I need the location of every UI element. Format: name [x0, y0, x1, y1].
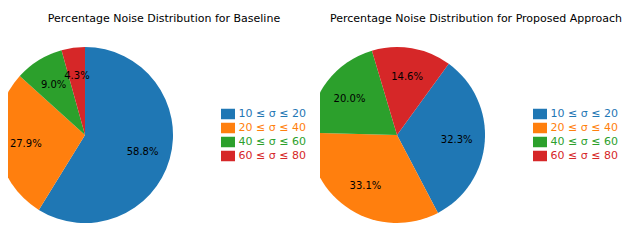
- html-text:Percentage Noise Distribution: Percentage Noise Distribution for Baseli…: [47, 12, 281, 25]
- svg-text:9.0%: 9.0%: [41, 79, 66, 90]
- html-text:20 ≤ σ ≤ 40: 20 ≤ σ ≤ 40: [238, 121, 306, 134]
- svg-text:33.1%: 33.1%: [350, 180, 382, 191]
- html-text:40 ≤ σ ≤ 60: 40 ≤ σ ≤ 60: [550, 135, 618, 148]
- svg-text:27.9%: 27.9%: [10, 138, 42, 149]
- html-text:60 ≤ σ ≤ 80: 60 ≤ σ ≤ 80: [238, 149, 306, 162]
- html-text:10 ≤ σ ≤ 20: 10 ≤ σ ≤ 20: [238, 107, 306, 120]
- svg-text:4.3%: 4.3%: [64, 70, 89, 81]
- svg-text:32.3%: 32.3%: [441, 134, 473, 145]
- svg-text:58.8%: 58.8%: [127, 146, 159, 157]
- html-text:10 ≤ σ ≤ 20: 10 ≤ σ ≤ 20: [550, 107, 618, 120]
- html-text:Percentage Noise Distribution: Percentage Noise Distribution for Propos…: [330, 12, 622, 25]
- html-text:40 ≤ σ ≤ 60: 40 ≤ σ ≤ 60: [238, 135, 306, 148]
- html-text:20 ≤ σ ≤ 40: 20 ≤ σ ≤ 40: [550, 121, 618, 134]
- html-text:60 ≤ σ ≤ 80: 60 ≤ σ ≤ 80: [550, 149, 618, 162]
- svg-text:14.6%: 14.6%: [391, 71, 423, 82]
- svg-text:20.0%: 20.0%: [334, 93, 366, 104]
